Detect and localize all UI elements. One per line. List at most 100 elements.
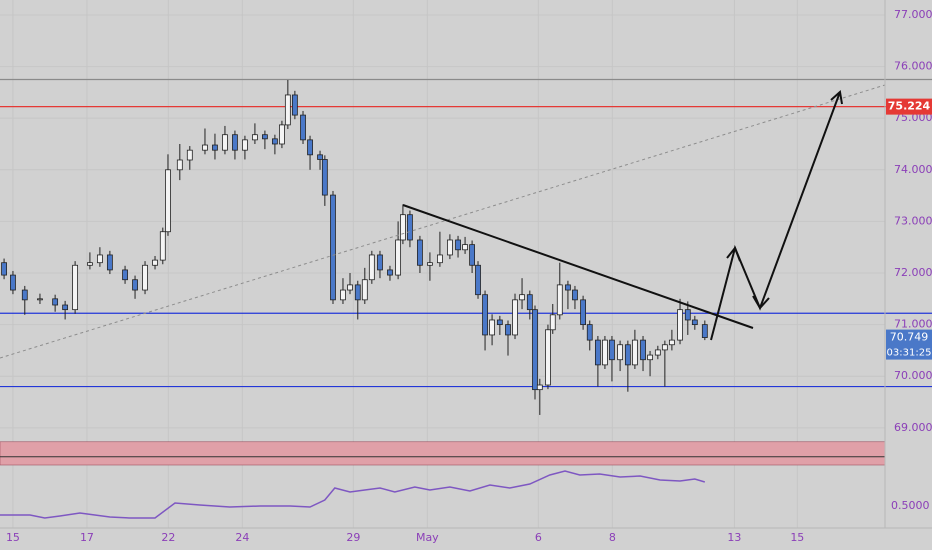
- level-price-box: [886, 98, 932, 115]
- candle-body: [462, 244, 468, 251]
- candle-body: [640, 339, 646, 361]
- candle-body: [159, 231, 166, 261]
- last-price-label: 70.749: [890, 331, 929, 344]
- projection-path: [710, 91, 841, 341]
- candle-body: [1, 262, 7, 276]
- candle-body: [691, 319, 698, 326]
- trend-line: [402, 204, 754, 329]
- arrow-head: [830, 90, 843, 105]
- candle-body: [496, 319, 503, 326]
- candle-body: [602, 339, 608, 366]
- x-tick-label: 13: [727, 531, 741, 544]
- y-tick-label: 76.000: [894, 60, 932, 73]
- level-price-label: 75.224: [888, 100, 931, 113]
- y-tick-label: 72.000: [894, 266, 932, 279]
- candle-body: [580, 299, 586, 326]
- x-tick-label: 6: [535, 531, 542, 544]
- candle-body: [291, 94, 298, 116]
- candle-body: [330, 194, 336, 301]
- x-tick-label: 8: [609, 531, 616, 544]
- candle-body: [661, 344, 668, 351]
- candle-body: [142, 264, 148, 291]
- candle-body: [684, 309, 691, 321]
- candle-body: [677, 309, 683, 341]
- candle-body: [262, 134, 268, 140]
- candle-body: [654, 349, 661, 356]
- y-tick-label: 71.000: [894, 318, 932, 331]
- candle-body: [284, 94, 291, 126]
- candle-body: [62, 304, 69, 311]
- candle-body: [202, 144, 208, 151]
- y-tick-label: 73.000: [894, 214, 932, 227]
- candle-body: [232, 134, 238, 151]
- x-tick-label: 22: [161, 531, 175, 544]
- candle-body: [437, 254, 443, 264]
- candle-body: [556, 284, 563, 316]
- y-tick-label: 69.000: [894, 421, 932, 434]
- x-tick-label: 15: [6, 531, 20, 544]
- candle-body: [377, 254, 383, 271]
- x-tick-label: May: [416, 531, 439, 544]
- candle-body: [427, 262, 433, 266]
- candle-body: [526, 294, 533, 311]
- candle-body: [395, 239, 402, 276]
- candle-body: [475, 264, 481, 296]
- candle-body: [387, 269, 393, 276]
- candle-body: [609, 339, 615, 361]
- candle-body: [222, 134, 228, 151]
- candle-body: [617, 344, 623, 361]
- candle-body: [624, 344, 631, 366]
- candle-body: [347, 284, 353, 291]
- candle-body: [242, 139, 248, 151]
- candle-body: [52, 298, 59, 306]
- x-tick-label: 17: [80, 531, 94, 544]
- candle-body: [594, 339, 601, 366]
- candle-body: [321, 159, 328, 196]
- candle-body: [279, 124, 285, 145]
- candle-body: [455, 239, 461, 251]
- y-tick-label: 74.000: [894, 163, 932, 176]
- candle-body: [512, 299, 518, 336]
- labels: 69.00070.00071.00072.00073.00074.00075.0…: [6, 8, 932, 544]
- countdown-label: 03:31:25: [887, 348, 932, 359]
- candle-body: [165, 169, 171, 233]
- candle-body: [701, 324, 708, 338]
- candle-body: [271, 138, 278, 145]
- arrow-head: [752, 295, 770, 310]
- candle-body: [37, 298, 43, 301]
- candle-body: [106, 254, 113, 271]
- x-tick-label: 29: [346, 531, 360, 544]
- dashed-trend-line: [0, 84, 886, 359]
- candle-body: [536, 384, 543, 391]
- indicator-tick-label: 0.5000: [891, 499, 930, 512]
- candle-body: [317, 154, 323, 160]
- candle-body: [368, 254, 375, 281]
- x-tick-label: 24: [235, 531, 249, 544]
- candle-body: [446, 239, 453, 256]
- candle-body: [152, 259, 158, 266]
- candle-body: [96, 254, 103, 264]
- candle-body: [307, 139, 313, 156]
- candle-body: [668, 339, 675, 346]
- candle-body: [176, 159, 183, 171]
- candle-body: [340, 289, 346, 301]
- zone: [0, 441, 886, 466]
- candle-body: [252, 134, 258, 141]
- candle-body: [300, 114, 306, 141]
- candle-body: [417, 239, 423, 266]
- y-tick-label: 70.000: [894, 369, 932, 382]
- candle-body: [354, 284, 361, 301]
- candle-body: [10, 274, 16, 291]
- candle-body: [87, 262, 93, 266]
- candle-body: [572, 289, 578, 301]
- candle-body: [72, 264, 79, 311]
- candle-body: [647, 354, 653, 361]
- candle-body: [21, 289, 28, 301]
- candle-body: [565, 284, 571, 291]
- candle-body: [361, 279, 368, 301]
- candle-body: [482, 294, 488, 336]
- indicator-line: [0, 470, 706, 519]
- candle-body: [505, 324, 511, 336]
